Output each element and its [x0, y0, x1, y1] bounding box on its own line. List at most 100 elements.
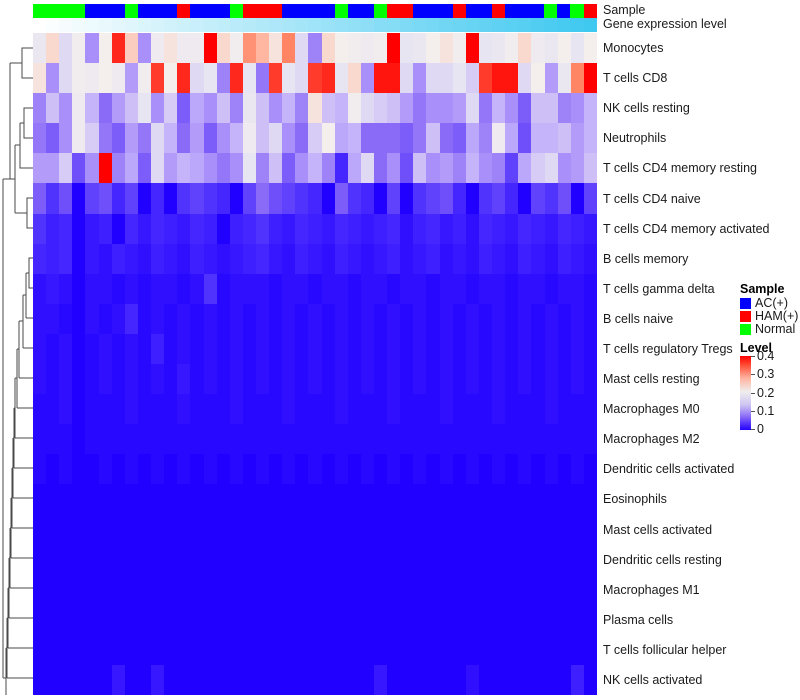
heatmap-row-label: T cells CD4 memory resting [603, 161, 757, 176]
heatmap-cell [295, 123, 309, 154]
heatmap-cell [465, 123, 479, 154]
heatmap-cell [478, 364, 493, 395]
level-legend-title: Level [740, 341, 772, 355]
sample-annotation-cell [229, 4, 243, 18]
heatmap-cell [478, 394, 493, 425]
heatmap-cell [203, 243, 217, 274]
heatmap-cell [137, 574, 152, 605]
heatmap-cell [269, 484, 283, 515]
heatmap-cell [413, 604, 427, 635]
heatmap-cell [229, 424, 243, 455]
sample-annotation-cell [308, 4, 322, 18]
heatmap-cell [321, 153, 335, 184]
heatmap-cell [216, 634, 230, 665]
heatmap-cell [518, 454, 532, 485]
heatmap-cell [492, 33, 506, 64]
sample-annotation-cell [59, 4, 73, 18]
heatmap-cell [124, 183, 138, 214]
heatmap-cell [33, 514, 47, 545]
heatmap-cell [46, 63, 60, 94]
sample-annotation-cell [282, 4, 296, 18]
heatmap-cell [46, 454, 60, 485]
heatmap-cell [203, 364, 217, 395]
heatmap-cell [72, 484, 86, 515]
heatmap-cell [492, 273, 506, 304]
heatmap-cell [544, 604, 558, 635]
heatmap-cell [360, 364, 375, 395]
heatmap-cell [177, 123, 191, 154]
heatmap-cell [570, 183, 584, 214]
heatmap-cell [85, 454, 99, 485]
heatmap-cell [72, 604, 86, 635]
heatmap-cell [85, 213, 99, 244]
heatmap-cell [426, 454, 440, 485]
heatmap-cell [164, 664, 178, 695]
heatmap-cell [531, 394, 545, 425]
heatmap-cell [59, 273, 73, 304]
heatmap-cell [72, 364, 86, 395]
heatmap-cell [374, 514, 388, 545]
heatmap-cell [59, 454, 73, 485]
sample-annotation-cell [504, 4, 519, 18]
heatmap-cell [452, 243, 466, 274]
heatmap-cell [321, 333, 335, 364]
heatmap-cell [518, 484, 532, 515]
heatmap-cell [151, 213, 165, 244]
heatmap-cell [111, 33, 125, 64]
heatmap-cell [334, 153, 348, 184]
heatmap-cell [347, 93, 361, 124]
heatmap-cell [387, 33, 401, 64]
heatmap-cell [59, 664, 73, 695]
heatmap-cell [439, 153, 453, 184]
gene-expression-annotation-cell [531, 18, 545, 32]
heatmap-cell [229, 213, 243, 244]
heatmap-cell [46, 333, 60, 364]
sample-annotation-cell [400, 4, 414, 18]
heatmap-row-label: T cells CD4 memory activated [603, 221, 770, 236]
heatmap-cell [492, 604, 506, 635]
heatmap-cell [531, 634, 545, 665]
heatmap-cell [557, 243, 571, 274]
heatmap-cell [583, 123, 597, 154]
heatmap-cell [413, 213, 427, 244]
heatmap-cell [570, 333, 584, 364]
heatmap-cell [426, 574, 440, 605]
sample-annotation-cell [570, 4, 584, 18]
heatmap-cell [216, 303, 230, 334]
heatmap-cell [229, 273, 243, 304]
sample-annotation-cell [46, 4, 60, 18]
heatmap-cell [255, 213, 270, 244]
heatmap-cell [111, 123, 125, 154]
heatmap-cell [124, 33, 138, 64]
heatmap-cell [413, 454, 427, 485]
heatmap-cell [111, 273, 125, 304]
heatmap-cell [492, 123, 506, 154]
heatmap-cell [426, 243, 440, 274]
heatmap-cell [439, 574, 453, 605]
heatmap-cell [557, 303, 571, 334]
heatmap-cell [242, 574, 256, 605]
sample-legend-item-label: Normal [755, 322, 796, 336]
heatmap-cell [111, 574, 125, 605]
heatmap-cell [255, 664, 270, 695]
heatmap-cell [308, 604, 322, 635]
heatmap-cell [46, 123, 60, 154]
heatmap-cell [111, 333, 125, 364]
heatmap-cell [452, 394, 466, 425]
heatmap-cell [295, 93, 309, 124]
heatmap-cell [46, 604, 60, 635]
heatmap-cell [242, 33, 256, 64]
heatmap-cell [583, 63, 597, 94]
heatmap-cell [124, 364, 138, 395]
heatmap-cell [216, 333, 230, 364]
heatmap-cell [439, 484, 453, 515]
heatmap-cell [98, 243, 112, 274]
gene-expression-annotation-cell [557, 18, 571, 32]
heatmap-cell [321, 303, 335, 334]
heatmap-cell [544, 454, 558, 485]
heatmap-cell [59, 333, 73, 364]
heatmap-cell [98, 123, 112, 154]
heatmap-cell [347, 394, 361, 425]
heatmap-cell [518, 33, 532, 64]
heatmap-cell [59, 634, 73, 665]
